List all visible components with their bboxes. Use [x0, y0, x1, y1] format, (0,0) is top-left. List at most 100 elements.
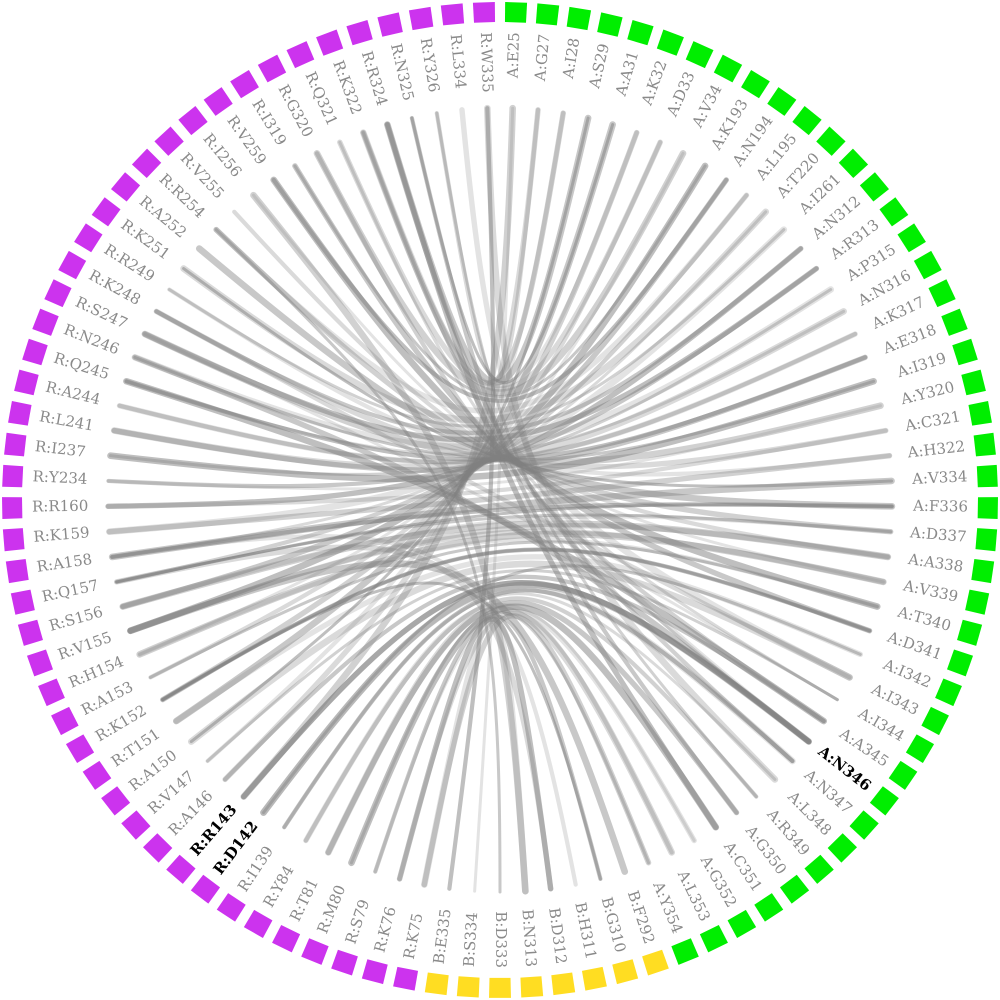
residue-label-a-g27: A:G27: [531, 33, 554, 82]
residue-block-r-l334[interactable]: [440, 3, 465, 26]
residue-block-r-a158[interactable]: [5, 558, 29, 584]
residue-block-r-a244[interactable]: [14, 369, 39, 396]
residue-block-r-y234[interactable]: [2, 464, 24, 488]
residue-block-a-k317[interactable]: [928, 279, 956, 308]
residue-block-a-g350[interactable]: [779, 874, 810, 904]
residue-block-a-t340[interactable]: [957, 619, 983, 646]
residue-block-a-r313[interactable]: [879, 197, 909, 227]
residue-block-r-n325[interactable]: [377, 12, 403, 37]
residue-block-r-r324[interactable]: [346, 19, 373, 46]
residue-block-a-i343[interactable]: [921, 706, 949, 736]
residue-block-a-p315[interactable]: [897, 223, 926, 253]
residue-block-b-n313[interactable]: [520, 976, 544, 998]
residue-block-a-k32[interactable]: [656, 29, 684, 56]
residue-block-a-n347[interactable]: [849, 810, 879, 840]
residue-block-r-s79[interactable]: [331, 949, 358, 976]
residue-block-r-r160[interactable]: [2, 497, 23, 520]
residue-block-a-i342[interactable]: [935, 678, 962, 707]
residue-block-r-g320[interactable]: [257, 54, 287, 83]
residue-block-b-d333[interactable]: [489, 977, 511, 998]
residue-block-a-h322[interactable]: [973, 432, 996, 457]
residue-block-r-k322[interactable]: [316, 29, 344, 56]
residue-block-a-y320[interactable]: [961, 369, 986, 396]
residue-block-a-g352[interactable]: [727, 909, 757, 938]
residue-block-a-g27[interactable]: [535, 3, 560, 26]
residue-block-a-n346[interactable]: [869, 786, 899, 816]
residue-block-r-i319[interactable]: [230, 69, 259, 99]
residue-block-a-i319[interactable]: [952, 338, 978, 366]
residue-block-r-a153[interactable]: [51, 706, 79, 736]
ribbon-r-s79-b-g310: [373, 614, 603, 882]
residue-block-r-i139[interactable]: [216, 893, 246, 922]
residue-block-a-a345[interactable]: [888, 760, 918, 790]
residue-block-r-q245[interactable]: [22, 338, 48, 366]
residue-block-a-a31[interactable]: [627, 19, 654, 46]
residue-block-r-r249[interactable]: [74, 223, 103, 253]
residue-block-b-f292[interactable]: [642, 949, 669, 976]
residue-block-a-a338[interactable]: [971, 558, 995, 584]
residue-block-a-c321[interactable]: [968, 400, 992, 426]
residue-block-a-r349[interactable]: [804, 854, 834, 884]
residue-block-r-t81[interactable]: [272, 924, 301, 953]
residue-block-a-l195[interactable]: [792, 106, 822, 136]
residue-block-a-d337[interactable]: [975, 528, 998, 552]
residue-block-a-c351[interactable]: [754, 893, 784, 922]
residue-block-a-i261[interactable]: [838, 148, 869, 179]
residue-block-r-q321[interactable]: [286, 41, 315, 69]
residue-block-a-s29[interactable]: [597, 12, 623, 37]
residue-block-b-g310[interactable]: [612, 959, 639, 985]
residue-block-r-a146[interactable]: [142, 833, 173, 863]
residue-block-b-h311[interactable]: [581, 966, 607, 991]
residue-block-r-h154[interactable]: [38, 678, 65, 707]
residue-block-r-t151[interactable]: [82, 760, 112, 790]
residue-block-r-n246[interactable]: [32, 308, 59, 336]
residue-block-b-d312[interactable]: [551, 972, 576, 996]
residue-block-r-r143[interactable]: [166, 854, 196, 884]
residue-block-r-v155[interactable]: [26, 649, 53, 677]
residue-block-a-v34[interactable]: [713, 54, 743, 83]
residue-block-r-k152[interactable]: [65, 734, 95, 764]
residue-block-r-y84[interactable]: [243, 909, 273, 938]
residue-block-a-y354[interactable]: [671, 938, 699, 965]
residue-block-b-e335[interactable]: [424, 972, 449, 996]
residue-block-a-d33[interactable]: [685, 41, 714, 69]
residue-block-r-d142[interactable]: [190, 874, 221, 904]
residue-block-r-s247[interactable]: [44, 279, 72, 308]
residue-block-a-n316[interactable]: [913, 250, 942, 280]
residue-block-a-n194[interactable]: [767, 87, 797, 116]
residue-block-a-i344[interactable]: [905, 734, 935, 764]
residue-block-r-m80[interactable]: [301, 938, 329, 965]
residue-block-r-i237[interactable]: [4, 432, 27, 457]
residue-block-r-y326[interactable]: [408, 6, 434, 31]
residue-block-a-t220[interactable]: [816, 126, 846, 156]
residue-block-a-k193[interactable]: [741, 69, 770, 99]
residue-block-r-k76[interactable]: [361, 959, 388, 985]
residue-block-r-r254[interactable]: [131, 148, 162, 179]
residue-block-a-l353[interactable]: [699, 924, 728, 953]
residue-block-b-s334[interactable]: [456, 976, 480, 998]
residue-block-r-k248[interactable]: [58, 250, 87, 280]
residue-block-a-i28[interactable]: [566, 6, 592, 31]
residue-block-r-a252[interactable]: [110, 172, 141, 202]
residue-block-a-d341[interactable]: [947, 649, 974, 677]
residue-label-a-d337: A:D337: [908, 523, 967, 546]
residue-block-r-k75[interactable]: [393, 966, 419, 991]
residue-block-a-l348[interactable]: [827, 833, 858, 863]
residue-block-r-v147[interactable]: [121, 810, 151, 840]
residue-block-r-w335[interactable]: [472, 2, 496, 23]
residue-block-a-v334[interactable]: [976, 464, 998, 488]
residue-block-a-e318[interactable]: [941, 308, 968, 336]
residue-block-r-q157[interactable]: [10, 589, 35, 615]
residue-block-r-v259[interactable]: [203, 87, 233, 116]
residue-block-a-e25[interactable]: [504, 2, 528, 23]
residue-block-r-s156[interactable]: [17, 619, 43, 646]
residue-block-r-a150[interactable]: [101, 786, 131, 816]
residue-block-a-v339[interactable]: [965, 589, 990, 615]
residue-block-r-k251[interactable]: [91, 197, 121, 227]
residue-block-r-v255[interactable]: [154, 126, 184, 156]
residue-block-r-l241[interactable]: [8, 400, 32, 426]
residue-block-r-i256[interactable]: [178, 106, 208, 136]
residue-block-r-k159[interactable]: [2, 528, 25, 552]
residue-block-a-n312[interactable]: [859, 172, 890, 202]
residue-block-a-f336[interactable]: [977, 497, 998, 520]
